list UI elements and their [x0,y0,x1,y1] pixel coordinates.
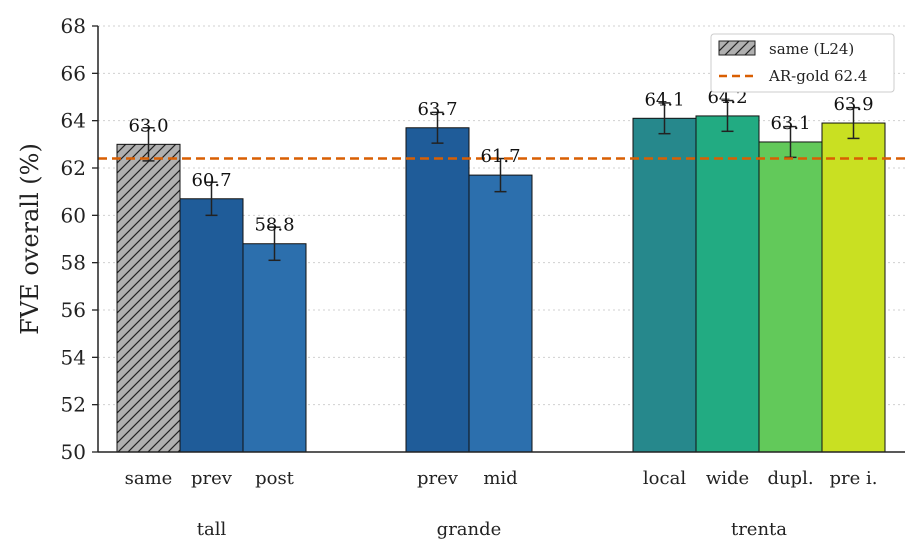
category-label: prev [417,468,459,489]
bar-grande-prev [405,127,470,453]
bar-grande-mid [468,174,533,453]
y-tick-label: 56 [61,298,86,322]
data-label: 63.1 [770,113,810,134]
y-axis-label: FVE overall (%) [16,143,44,335]
axes-layer: 50 52 54 56 58 60 62 64 66 68 [61,14,905,464]
category-label: post [255,468,295,489]
bar-tall-same [116,143,181,453]
legend: same (L24) AR-gold 62.4 [710,33,895,93]
y-tick-label: 60 [61,203,86,227]
legend-hatched-swatch [718,40,756,56]
y-tick-label: 54 [61,345,86,369]
data-label: 61.7 [480,146,520,167]
category-label: dupl. [767,468,813,489]
y-tick-label: 50 [61,440,86,464]
data-label: 63.9 [833,94,873,115]
data-label: 64.1 [644,89,684,110]
bar-trenta-wide [695,115,760,453]
category-label: pre i. [830,468,878,489]
bar-tall-post [242,243,307,453]
legend-label-same: same (L24) [769,40,854,58]
y-tick-label: 62 [61,156,86,180]
data-label: 63.0 [128,115,168,136]
y-tick-label: 66 [61,61,86,85]
data-label: 58.8 [254,215,294,236]
y-tick-label: 68 [61,14,86,38]
y-tick-label: 52 [61,393,86,417]
group-label-trenta: trenta [731,519,787,540]
bar-tall-prev [179,198,244,453]
bars-layer [116,99,886,453]
category-label: prev [191,468,233,489]
data-label: 63.7 [417,99,457,120]
bar-trenta-local [632,117,697,453]
bar-trenta-dupl [758,141,823,453]
category-label: mid [483,468,517,489]
category-label: same [125,468,173,489]
bar-trenta-prei [821,122,886,453]
group-label-grande: grande [437,519,502,540]
group-label-tall: tall [197,519,227,540]
y-tick-label: 64 [61,109,86,133]
data-label: 60.7 [191,170,231,191]
y-tick-label: 58 [61,251,86,275]
legend-label-ar-gold: AR-gold 62.4 [768,67,867,85]
category-label: local [643,468,686,489]
labels-layer: 63.0 same 60.7 prev 58.8 post tall 63.7 prev 61.7… [125,87,878,540]
category-label: wide [706,468,749,489]
legend-box [710,33,895,93]
